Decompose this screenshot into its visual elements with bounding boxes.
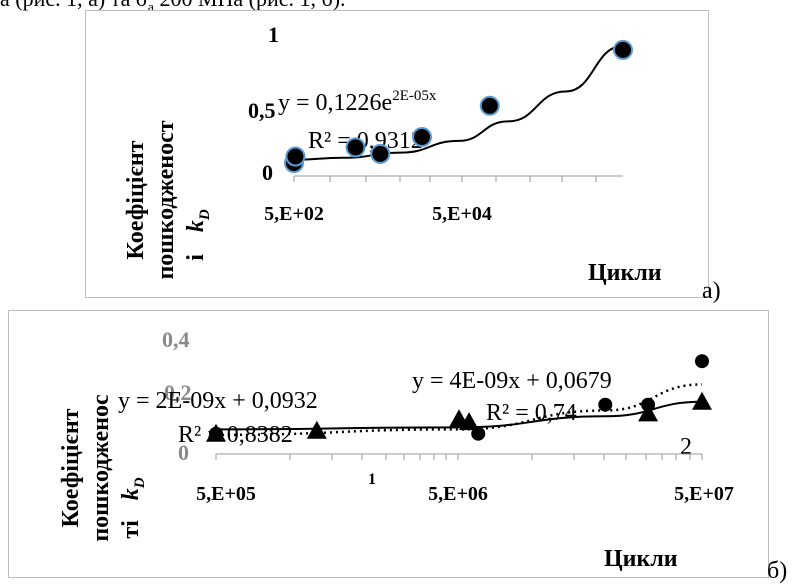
chart-frame-a [85, 10, 709, 298]
chart-b-trend1-equation: y = 2E-09x + 0,0932 [118, 388, 318, 414]
chart-b-triangle-point-5 [692, 391, 712, 410]
chart-a-ylabel-line2: пошкодженост [153, 120, 179, 279]
chart-a-ylabel-line3: і kD [183, 209, 213, 261]
chart-a-ytick-0: 0 [262, 160, 273, 185]
chart-b-xtick-3: 5,E+07 [674, 483, 734, 505]
chart-b-triangle-point-4 [638, 403, 659, 422]
panel-label-b: б) [767, 558, 788, 584]
chart-a-trend-equation: y = 0,1226e2E-05x [278, 88, 437, 116]
chart-b-ytick-04: 0,4 [162, 327, 190, 352]
panel-label-a: а) [702, 278, 721, 304]
chart-a-y-label: Коефіцієнт пошкодженост і kD [123, 120, 213, 279]
chart-a-point-1 [285, 146, 306, 167]
chart-b-y-label: Коефіцієнт пошкодженос ті kD [58, 394, 148, 542]
chart-b-ylabel-line2: пошкодженос [88, 394, 114, 542]
chart-a-ylabel-line1: Коефіцієнт [123, 140, 149, 259]
chart-b-xtick-1: 5,E+05 [196, 483, 256, 505]
chart-a-trendline [293, 45, 624, 161]
chart-a-point-2 [345, 137, 366, 158]
chart-b-circle-point-2 [598, 397, 613, 412]
chart-a-point-5 [479, 95, 500, 116]
chart-a-xtick-2: 5,E+04 [432, 203, 492, 225]
chart-b-trend2-equation: y = 4E-09x + 0,0679 [412, 368, 612, 394]
chart-a-point-3 [370, 143, 391, 164]
chart-b-marks [206, 354, 712, 460]
chart-a-ytick-1: 1 [268, 22, 279, 47]
chart-frame-b [8, 310, 769, 578]
chart-b-triangle-point-0 [206, 423, 226, 442]
chart-b-ylabel-line1: Коефіцієнт [58, 408, 84, 527]
chart-a-trend-r2: R² = 0,9312 [308, 128, 423, 154]
chart-a-xlabel: Цикли [588, 260, 662, 286]
chart-a-xtick-1: 5,E+02 [264, 203, 324, 225]
chart-b-xlabel: Цикли [604, 546, 678, 572]
chart-b-xtick-2: 5,E+06 [428, 483, 488, 505]
chart-a-ytick-05: 0,5 [248, 98, 276, 123]
chart-a-marks [284, 39, 633, 182]
chart-b-circle-point-4 [695, 354, 709, 369]
chart-b-stray-label-1: 1 [368, 471, 376, 488]
header-text: а (рис. 1, а) та σа 200 МПа (рис. 1, б). [0, 0, 346, 16]
chart-b-ytick-0: 0 [178, 440, 189, 465]
chart-b-ytick-02: 0,2 [164, 380, 192, 405]
chart-a-point-6 [613, 39, 633, 60]
chart-b-circle-point-1 [471, 426, 486, 441]
chart-b-triangle-point-3 [459, 412, 480, 431]
chart-a-point-4 [412, 127, 433, 147]
chart-b-triangle-point-1 [306, 420, 327, 439]
chart-b-ylabel-line3: ті kD [118, 477, 148, 538]
